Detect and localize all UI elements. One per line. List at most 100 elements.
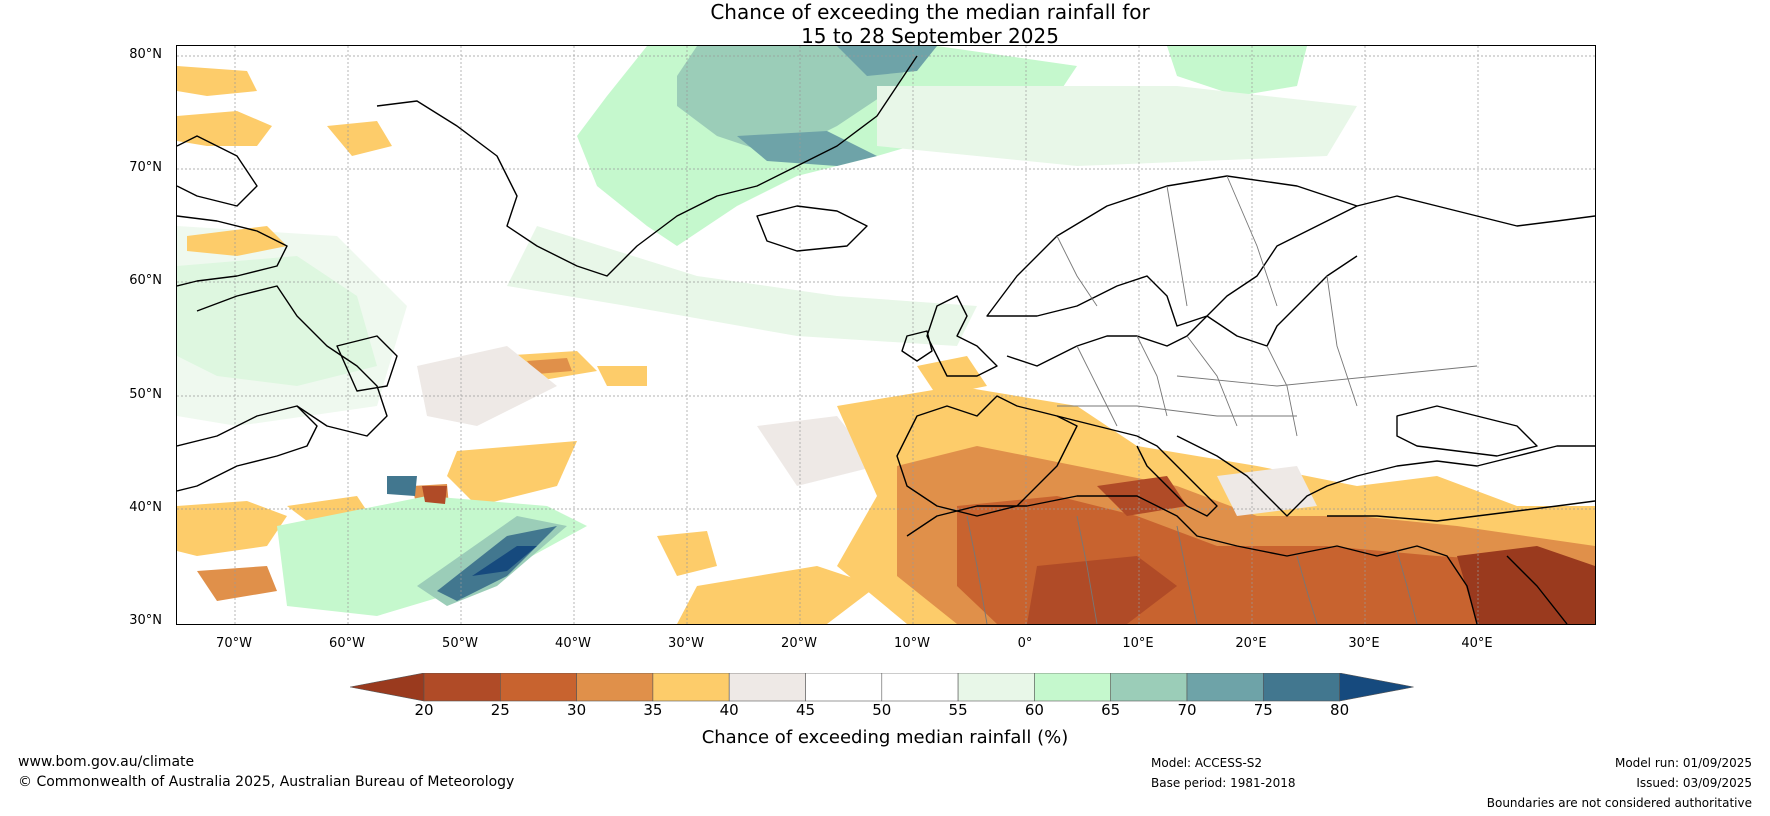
shade-teal-north-3	[837, 46, 937, 76]
coast-north-africa	[906, 495, 1478, 624]
shade-red-eu	[1027, 556, 1177, 624]
colorbar-segment	[881, 673, 959, 702]
lon-label-10e: 10°E	[1122, 636, 1154, 651]
colorbar-segment	[957, 673, 1035, 702]
coast-red-sea	[1506, 555, 1568, 624]
lon-label-30w: 30°W	[668, 636, 704, 651]
footer-disclaimer: Boundaries are not considered authoritat…	[1486, 796, 1752, 810]
shade-orange-nw-1	[177, 111, 272, 146]
colorbar-title: Chance of exceeding median rainfall (%)	[701, 727, 1069, 748]
colorbar-segment	[1034, 673, 1112, 702]
rainfall-map	[177, 46, 1595, 624]
coast-nova-scotia	[177, 405, 318, 492]
lat-label-40n: 40°N	[129, 500, 162, 515]
colorbar-segment	[1186, 673, 1264, 702]
graticule	[177, 46, 1595, 624]
shade-red-sw	[422, 486, 447, 504]
coast-canada-north	[177, 215, 288, 287]
lon-label-70w: 70°W	[216, 636, 252, 651]
colorbar-segment	[652, 673, 730, 702]
coast-russia-north	[1356, 195, 1595, 227]
shade-orange-nw-4	[327, 121, 392, 156]
shade-orange-mid-3	[597, 366, 647, 386]
lon-label-10w: 10°W	[894, 636, 930, 651]
shade-orange-at-1	[657, 531, 717, 576]
shade-blue-sw-2	[387, 476, 417, 496]
coast-labrador	[196, 285, 388, 437]
title-line-2: 15 to 28 September 2025	[801, 24, 1059, 48]
colorbar-tick-label: 20	[414, 701, 434, 719]
colorbar-tick-label: 45	[795, 701, 816, 719]
coast-baltic	[1206, 255, 1358, 347]
lon-label-40e: 40°E	[1461, 636, 1493, 651]
colorbar-segment	[1262, 673, 1340, 702]
coast-france-med	[1056, 415, 1138, 437]
coast-italy	[1136, 435, 1218, 517]
lon-label-60w: 60°W	[329, 636, 365, 651]
shade-lightgreen-nw	[877, 86, 1357, 166]
shade-orange-sw-5	[447, 441, 577, 506]
coast-scandinavia	[986, 175, 1358, 327]
coast-black-sea	[1396, 405, 1538, 457]
colorbar-tick-label: 75	[1253, 701, 1273, 719]
coast-baffin	[177, 135, 258, 207]
colorbar-tick-label: 80	[1330, 701, 1350, 719]
coast-ireland	[901, 330, 933, 362]
shade-orange-nw-2	[177, 66, 257, 96]
shade-green-ne	[1167, 46, 1307, 96]
lat-label-50n: 50°N	[129, 387, 162, 402]
shade-beige-2	[757, 416, 877, 486]
colorbar-tick-label: 70	[1177, 701, 1197, 719]
colorbar-tick-label: 25	[490, 701, 510, 719]
shade-lightgreen-atl	[507, 226, 977, 346]
coast-western-europe	[1006, 315, 1208, 367]
country-borders	[966, 175, 1478, 624]
shade-lightgreen-west	[177, 226, 407, 426]
coast-iberia	[896, 395, 1078, 517]
colorbar-segment	[423, 673, 501, 702]
shade-teal-north	[677, 46, 917, 156]
lat-label-70n: 70°N	[129, 160, 162, 175]
lon-label-0: 0°	[1017, 636, 1033, 651]
colorbar-segment	[500, 673, 577, 702]
colorbar-tick-label: 50	[872, 701, 892, 719]
colorbar-tick-label: 35	[643, 701, 663, 719]
lon-label-50w: 50°W	[442, 636, 478, 651]
shade-navy-sw	[472, 546, 537, 576]
coast-greenland	[376, 55, 918, 277]
shade-orange-mid-2	[527, 358, 572, 374]
colorbar-arrow-high	[1339, 673, 1414, 702]
colorbar	[350, 673, 1414, 702]
footer-model-run: Model run: 01/09/2025	[1614, 756, 1752, 770]
shade-orange-sw-2	[197, 566, 277, 601]
shade-beige-eu	[1217, 466, 1317, 516]
coast-newfoundland	[336, 335, 398, 392]
colorbar-segment	[576, 673, 654, 702]
footer-model: Model: ACCESS-S2	[1151, 756, 1263, 770]
colorbar-segment	[805, 673, 883, 702]
colorbar-segment	[1110, 673, 1188, 702]
lon-label-40w: 40°W	[555, 636, 591, 651]
colorbar-tick-label: 55	[948, 701, 968, 719]
coast-uk	[926, 295, 998, 377]
coast-balkans	[1176, 435, 1595, 517]
footer-issued: Issued: 03/09/2025	[1636, 776, 1752, 790]
footer-base-period: Base period: 1981-2018	[1151, 776, 1296, 790]
shade-darkred-se	[1457, 546, 1595, 624]
colorbar-tick-label: 30	[567, 701, 587, 719]
footer-copyright: © Commonwealth of Australia 2025, Austra…	[18, 774, 515, 790]
title-line-1: Chance of exceeding the median rainfall …	[710, 0, 1150, 24]
shade-orange-sw-1	[177, 501, 287, 556]
lon-label-30e: 30°E	[1348, 636, 1380, 651]
colorbar-tick-label: 65	[1101, 701, 1121, 719]
shade-red-italy	[1097, 476, 1187, 516]
coastlines	[177, 55, 1595, 624]
lon-label-20e: 20°E	[1235, 636, 1267, 651]
map-title: Chance of exceeding the median rainfall …	[0, 0, 1770, 48]
shade-orange-at-2	[677, 566, 877, 624]
lat-label-80n: 80°N	[129, 47, 162, 62]
shade-teal-north-2	[737, 131, 877, 166]
colorbar-segment	[728, 673, 806, 702]
coast-iceland	[756, 205, 868, 252]
lat-label-60n: 60°N	[129, 273, 162, 288]
